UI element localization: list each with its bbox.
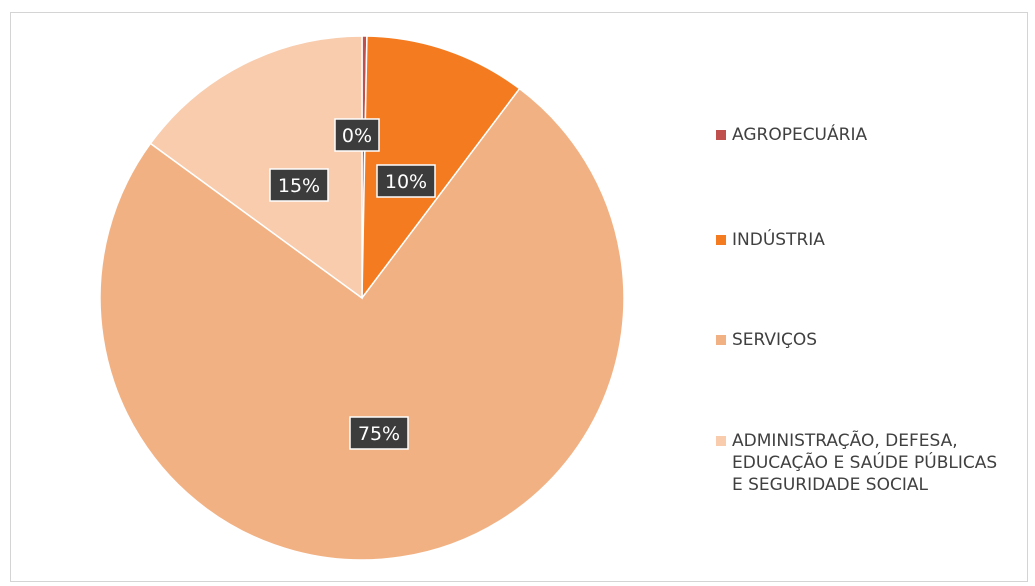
legend-swatch-agropecuaria (716, 130, 726, 140)
data-label-box-agropecuaria (334, 118, 380, 152)
data-label-text-agropecuaria: 0% (342, 125, 372, 147)
data-label-servicos: 75% (349, 416, 409, 450)
data-label-text-servicos: 75% (358, 423, 400, 445)
legend-item-administracao: ADMINISTRAÇÃO, DEFESA, EDUCAÇÃO E SAÚDE … (716, 430, 1008, 496)
data-label-text-administracao: 15% (278, 175, 320, 197)
legend: AGROPECUÁRIA INDÚSTRIA SERVIÇOS ADMINIST… (716, 0, 1026, 586)
data-label-box-industria (376, 164, 436, 198)
pie-slice-industria (361, 35, 521, 301)
legend-swatch-industria (716, 235, 726, 245)
pie-slice-administracao (149, 35, 363, 300)
data-label-box-administracao (269, 168, 329, 202)
legend-item-agropecuaria: AGROPECUÁRIA (716, 124, 1012, 146)
legend-swatch-servicos (716, 335, 726, 345)
data-label-agropecuaria: 0% (334, 118, 380, 152)
data-label-administracao: 15% (269, 168, 329, 202)
legend-item-servicos: SERVIÇOS (716, 329, 1012, 351)
legend-label-administracao: ADMINISTRAÇÃO, DEFESA, EDUCAÇÃO E SAÚDE … (732, 431, 998, 495)
data-label-text-industria: 10% (385, 171, 427, 193)
legend-swatch-administracao (716, 436, 726, 446)
legend-item-industria: INDÚSTRIA (716, 229, 1012, 251)
data-label-box-servicos (349, 416, 409, 450)
data-label-industria: 10% (376, 164, 436, 198)
pie-slice-servicos (99, 87, 625, 561)
legend-label-servicos: SERVIÇOS (732, 330, 818, 350)
legend-label-agropecuaria: AGROPECUÁRIA (732, 125, 868, 145)
legend-label-industria: INDÚSTRIA (732, 230, 825, 250)
